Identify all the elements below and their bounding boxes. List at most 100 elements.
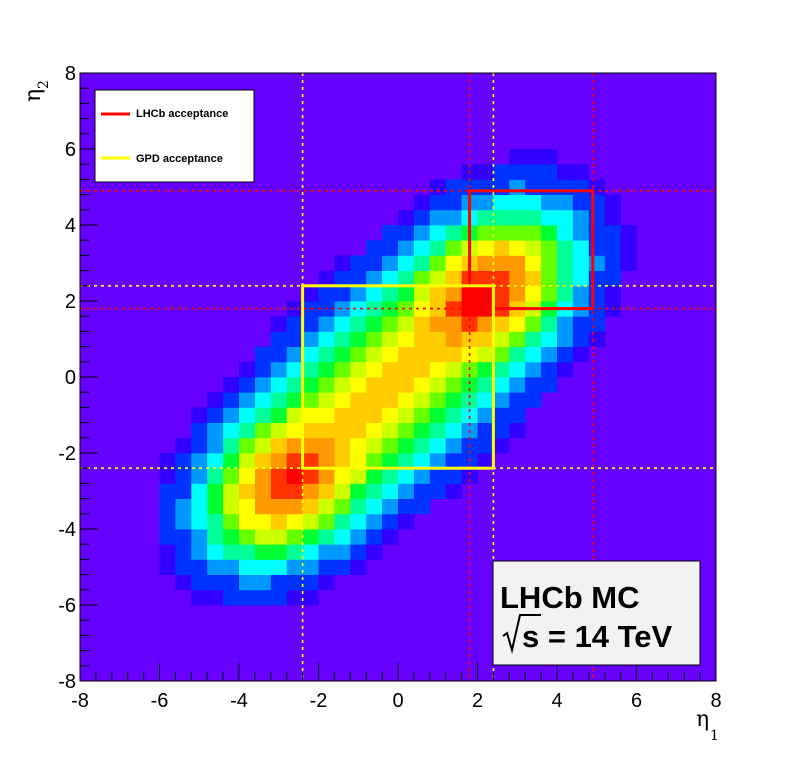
heatmap-cell (461, 316, 478, 332)
heatmap-cell (302, 316, 319, 332)
heatmap-cell (509, 255, 526, 271)
heatmap-cell (477, 361, 494, 378)
heatmap-cell (302, 331, 319, 347)
heatmap-cell (175, 574, 192, 591)
heatmap-cell (239, 392, 256, 408)
heatmap-cell (398, 255, 415, 271)
heatmap-cell (413, 453, 431, 469)
heatmap-cell (604, 285, 621, 302)
heatmap-cell (382, 346, 399, 363)
heatmap-cell (445, 179, 462, 195)
heatmap-cell (445, 422, 462, 439)
heatmap-cell (302, 589, 319, 606)
heatmap-cell (541, 240, 558, 256)
heatmap-cell (413, 194, 431, 211)
heatmap-cell (191, 468, 208, 484)
heatmap-cell (207, 559, 224, 575)
heatmap-cell (429, 240, 447, 256)
heatmap-cell (302, 407, 319, 423)
heatmap-cell (477, 331, 494, 347)
heatmap-cell (413, 483, 431, 499)
heatmap-cell (572, 225, 590, 241)
heatmap-cell (286, 301, 303, 317)
heatmap-cell (413, 255, 431, 271)
heatmap-cell (191, 589, 208, 606)
heatmap-cell (318, 529, 335, 545)
heatmap-cell (239, 544, 256, 560)
heatmap-cell (429, 179, 447, 195)
heatmap-cell (223, 513, 240, 530)
heatmap-cell (557, 346, 574, 363)
heatmap-cell (445, 483, 462, 499)
heatmap-cell (572, 316, 590, 332)
heatmap-cell (493, 225, 510, 241)
heatmap-cell (270, 559, 288, 575)
heatmap-cell (541, 270, 558, 287)
heatmap-cell (413, 209, 431, 226)
heatmap-cell (398, 225, 415, 241)
heatmap-cell (239, 513, 256, 530)
heatmap-cell (207, 498, 224, 515)
heatmap-cell (382, 361, 399, 378)
heatmap-cell (429, 270, 447, 287)
heatmap-cell (493, 346, 510, 363)
heatmap-cell (318, 316, 335, 332)
heatmap-cell (334, 559, 351, 575)
heatmap-cell (541, 164, 558, 180)
heatmap-cell (445, 270, 462, 287)
heatmap-cell (175, 468, 192, 484)
heatmap-cell (254, 589, 272, 606)
heatmap-cell (509, 377, 526, 393)
x-tick-label: 6 (631, 690, 642, 712)
heatmap-cell (509, 407, 526, 423)
heatmap-cell (509, 422, 526, 439)
heatmap-cell (413, 270, 431, 287)
heatmap-cell (557, 316, 574, 332)
heatmap-cell (302, 468, 319, 484)
heatmap-cell (350, 361, 367, 378)
heatmap-cell (270, 483, 288, 499)
heatmap-cell (270, 316, 288, 332)
heatmap-cell (461, 468, 478, 484)
heatmap-cell (175, 559, 192, 575)
heatmap-cell (334, 346, 351, 363)
heatmap-cell (541, 346, 558, 363)
heatmap-cell (270, 574, 288, 591)
heatmap-cell (366, 407, 383, 423)
heatmap-cell (254, 407, 272, 423)
heatmap-cell (445, 331, 462, 347)
heatmap-cell (207, 529, 224, 545)
heatmap-cell (509, 164, 526, 180)
heatmap-cell (398, 346, 415, 363)
heatmap-cell (207, 407, 224, 423)
heatmap-cell (477, 392, 494, 408)
y-tick-label: 0 (65, 367, 76, 389)
heatmap-cell (366, 377, 383, 393)
heatmap-cell (207, 544, 224, 560)
heatmap-cell (334, 483, 351, 499)
heatmap-cell (493, 209, 510, 226)
heatmap-cell (350, 498, 367, 515)
heatmap-cell (318, 285, 335, 302)
heatmap-cell (525, 285, 542, 302)
x-tick-label: 4 (551, 690, 562, 712)
heatmap-cell (445, 346, 462, 363)
heatmap-cell (334, 544, 351, 560)
info-text-line1: LHCb MC (500, 580, 639, 615)
heatmap-cell (286, 331, 303, 347)
heatmap-cell (350, 437, 367, 454)
heatmap-cell (477, 407, 494, 423)
heatmap-cell (191, 498, 208, 515)
heatmap-cell (620, 240, 637, 256)
heatmap-cell (509, 346, 526, 363)
heatmap-cell (461, 392, 478, 408)
heatmap-cell (382, 255, 399, 271)
heatmap-cell (525, 194, 542, 211)
heatmap-cell (477, 270, 494, 287)
heatmap-cell (159, 559, 176, 575)
heatmap-cell (493, 422, 510, 439)
x-tick-label: 0 (392, 690, 403, 712)
heatmap-cell (525, 255, 542, 271)
heatmap-cell (525, 392, 542, 408)
heatmap-cell (413, 331, 431, 347)
